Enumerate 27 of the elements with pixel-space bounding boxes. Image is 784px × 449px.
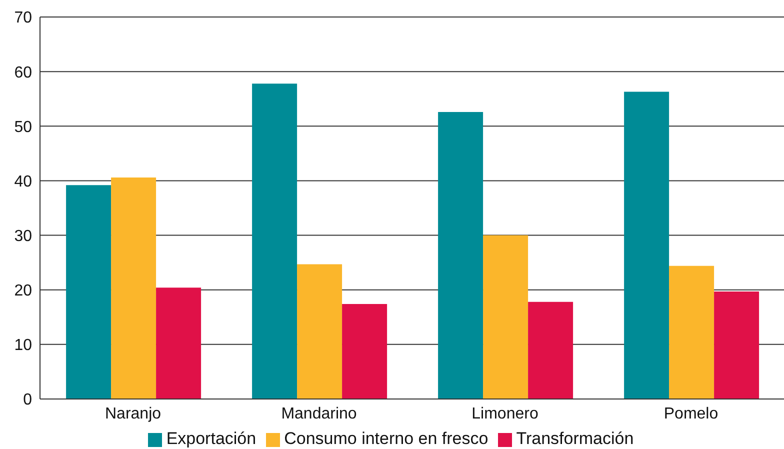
x-tick-label: Naranjo [104,405,162,422]
y-tick-label: 30 [14,228,32,245]
y-tick-label: 60 [14,64,32,82]
bar [111,177,156,399]
bar [297,264,342,399]
y-tick-label: 50 [14,118,32,136]
bar [483,235,528,399]
bar [528,302,574,399]
bar [66,185,112,399]
x-tick-label: Mandarino [281,405,357,422]
bar [669,266,714,399]
y-tick-label: 70 [14,10,32,27]
legend-label: Consumo interno en fresco [284,429,488,448]
bar [624,92,670,399]
bar [438,112,484,399]
y-tick-label: 10 [14,337,32,354]
bar [252,84,298,399]
x-tick-label: Pomelo [664,405,718,422]
bar [714,291,760,399]
y-tick-label: 20 [14,282,32,300]
bar [342,304,388,399]
legend-label: Transformación [516,429,634,448]
bar [156,288,202,399]
y-tick-label: 0 [23,392,32,409]
x-tick-label: Limonero [472,405,538,422]
legend-label: Exportación [166,429,256,448]
y-tick-label: 40 [14,173,32,190]
